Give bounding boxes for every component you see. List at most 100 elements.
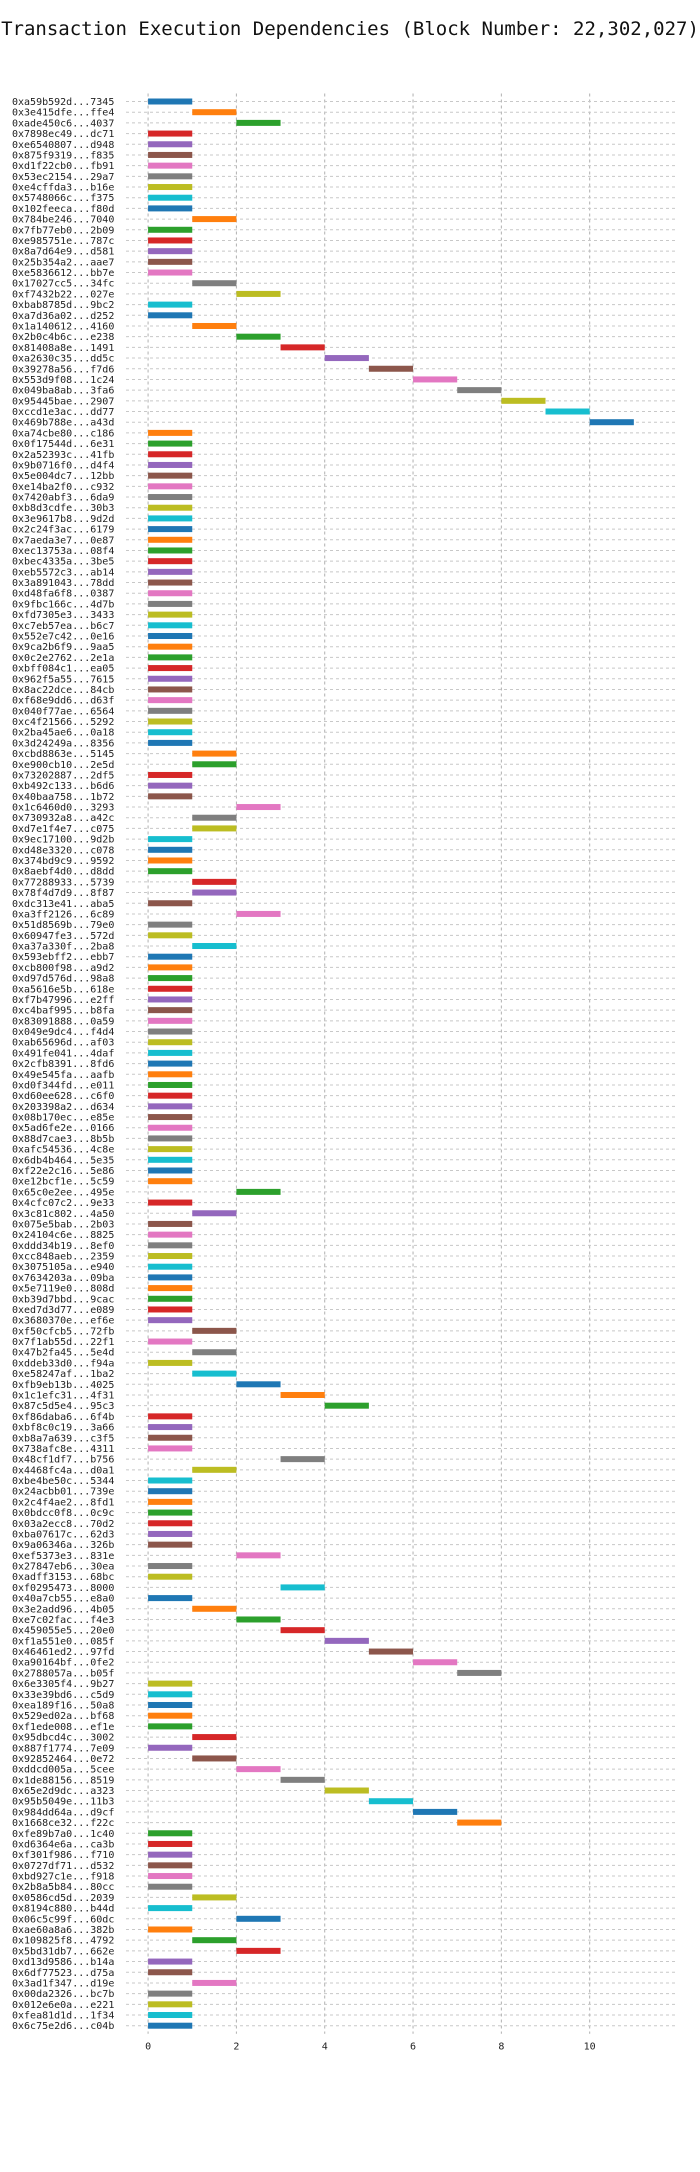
transaction-bar <box>148 483 193 490</box>
transaction-bar <box>148 1434 193 1441</box>
transaction-bar <box>368 1798 414 1805</box>
y-tick-label: 0xed7d3d77...e089 <box>12 1305 114 1316</box>
transaction-bar <box>192 1370 237 1377</box>
transaction-bar <box>148 173 193 180</box>
y-tick-label: 0x08b170ec...e85e <box>12 1113 114 1124</box>
transaction-bar <box>148 440 193 447</box>
transaction-bar <box>148 547 193 554</box>
transaction-bar <box>148 1926 193 1933</box>
y-tick-label: 0xafc54536...4c8e <box>12 1145 114 1156</box>
transaction-bar <box>236 1766 281 1773</box>
transaction-bar <box>192 109 237 116</box>
transaction-bar <box>413 376 458 383</box>
y-tick-label: 0xa90164bf...0fe2 <box>12 1658 114 1669</box>
transaction-bar <box>148 98 193 105</box>
y-tick-label: 0x95445bae...2907 <box>12 396 114 407</box>
transaction-bar <box>324 355 369 362</box>
transaction-bar <box>148 1071 193 1078</box>
y-tick-label: 0x87c5d5e4...95c3 <box>12 1401 114 1412</box>
y-tick-label: 0xe12bcf1e...5c59 <box>12 1177 114 1188</box>
transaction-bar <box>148 836 193 843</box>
transaction-bar <box>148 1199 193 1206</box>
y-tick-label: 0xf1a551e0...085f <box>12 1636 114 1647</box>
y-tick-label: 0x53ec2154...29a7 <box>12 172 114 183</box>
y-tick-label: 0xa59b592d...7345 <box>12 97 114 108</box>
y-tick-label: 0x95dbcd4c...3002 <box>12 1733 114 1744</box>
y-tick-label: 0x7f1ab55d...22f1 <box>12 1337 114 1348</box>
y-tick-label: 0xd13d9586...b14a <box>12 1957 114 1968</box>
transaction-bar <box>148 258 193 265</box>
transaction-bar <box>192 889 237 896</box>
transaction-bar <box>192 1210 237 1217</box>
y-tick-label: 0x3d24249a...8356 <box>12 738 114 749</box>
transaction-bar <box>148 1873 193 1880</box>
y-tick-label: 0xddcd005a...5cee <box>12 1765 114 1776</box>
transaction-bar <box>236 1947 281 1954</box>
y-tick-label: 0xbd927c1e...f918 <box>12 1872 114 1883</box>
transaction-bar <box>236 290 281 297</box>
transaction-bar <box>148 1220 193 1227</box>
y-tick-label: 0x1668ce32...f22c <box>12 1818 114 1829</box>
y-tick-label: 0x5ad6fe2e...0166 <box>12 1123 114 1134</box>
transaction-bar <box>236 1381 281 1388</box>
transaction-bar <box>280 1391 325 1398</box>
y-tick-label: 0x553d9f08...1c24 <box>12 375 114 386</box>
y-tick-label: 0xd48fa6f8...0387 <box>12 589 114 600</box>
transaction-bar <box>148 536 193 543</box>
y-tick-label: 0x88d7cae3...8b5b <box>12 1134 114 1145</box>
y-tick-label: 0xe7c02fac...f4e3 <box>12 1615 114 1626</box>
y-tick-label: 0xfe89b7a0...1c40 <box>12 1829 114 1840</box>
y-tick-label: 0x9a06346a...326b <box>12 1540 114 1551</box>
transaction-bar <box>148 162 193 169</box>
y-tick-label: 0x2ba45ae6...0a18 <box>12 728 114 739</box>
y-tick-label: 0x81408a8e...1491 <box>12 343 114 354</box>
transaction-bar <box>148 1969 193 1976</box>
x-tick-label: 10 <box>584 2042 596 2053</box>
y-tick-label: 0x5bd31db7...662e <box>12 1946 114 1957</box>
transaction-bar <box>148 1990 193 1997</box>
y-tick-label: 0x012e6e0a...e221 <box>12 2000 114 2011</box>
transaction-bar <box>148 494 193 501</box>
y-tick-label: 0x6c75e2d6...c04b <box>12 2021 114 2032</box>
transaction-bar <box>192 878 237 885</box>
y-tick-label: 0xe6540807...d948 <box>12 140 114 151</box>
y-tick-label: 0x0bdcc0f8...0c9c <box>12 1508 114 1519</box>
y-tick-label: 0x784be246...7040 <box>12 215 114 226</box>
x-tick-label: 4 <box>322 2042 328 2053</box>
transaction-bar <box>192 1349 237 1356</box>
y-tick-label: 0x962f5a55...7615 <box>12 674 114 685</box>
transaction-bar <box>236 1616 281 1623</box>
transaction-bar <box>148 665 193 672</box>
transaction-bar <box>368 365 414 372</box>
transaction-bar <box>148 1338 193 1345</box>
y-tick-label: 0xf22e2c16...5e86 <box>12 1166 114 1177</box>
transaction-bar <box>457 1819 502 1826</box>
transaction-bar <box>148 622 193 629</box>
y-tick-label: 0xe985751e...787c <box>12 236 114 247</box>
transaction-bar <box>148 2012 193 2019</box>
y-tick-label: 0x9ec17100...9d2b <box>12 835 114 846</box>
transaction-bar <box>148 675 193 682</box>
y-tick-label: 0x374bd9c9...9592 <box>12 856 114 867</box>
y-tick-label: 0x5e004dc7...12bb <box>12 471 114 482</box>
y-tick-label: 0x8ac22dce...84cb <box>12 685 114 696</box>
transaction-bar <box>148 205 193 212</box>
transaction-bar <box>148 1445 193 1452</box>
y-tick-label: 0x17027cc5...34fc <box>12 279 114 290</box>
y-tick-label: 0x2a52393c...41fb <box>12 450 114 461</box>
y-tick-label: 0x92852464...0e72 <box>12 1754 114 1765</box>
transaction-bar <box>148 771 193 778</box>
transaction-bar <box>236 333 281 340</box>
transaction-bar <box>192 750 237 757</box>
transaction-bar <box>148 900 193 907</box>
transaction-bar <box>192 1755 237 1762</box>
y-tick-label: 0x8a7d64e9...d581 <box>12 247 114 258</box>
transaction-bar <box>192 814 237 821</box>
y-tick-label: 0xf86daba6...6f4b <box>12 1412 114 1423</box>
y-tick-label: 0xa37a330f...2ba8 <box>12 942 114 953</box>
y-tick-label: 0x25b354a2...aae7 <box>12 257 114 268</box>
grid-lines <box>126 93 678 2034</box>
y-tick-label: 0xbab8785d...9bc2 <box>12 300 114 311</box>
y-tick-label: 0x049ba8ab...3fa6 <box>12 386 114 397</box>
y-tick-label: 0x48cf1df7...b756 <box>12 1455 114 1466</box>
